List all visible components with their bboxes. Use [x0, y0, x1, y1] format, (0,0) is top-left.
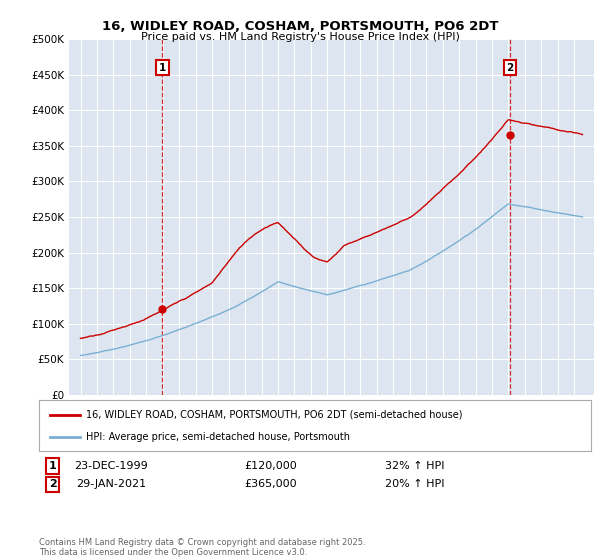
Text: £365,000: £365,000	[245, 479, 297, 489]
Text: 16, WIDLEY ROAD, COSHAM, PORTSMOUTH, PO6 2DT: 16, WIDLEY ROAD, COSHAM, PORTSMOUTH, PO6…	[102, 20, 498, 33]
Text: HPI: Average price, semi-detached house, Portsmouth: HPI: Average price, semi-detached house,…	[86, 432, 350, 442]
Text: 16, WIDLEY ROAD, COSHAM, PORTSMOUTH, PO6 2DT (semi-detached house): 16, WIDLEY ROAD, COSHAM, PORTSMOUTH, PO6…	[86, 409, 463, 419]
Text: 20% ↑ HPI: 20% ↑ HPI	[385, 479, 444, 489]
Text: 2: 2	[49, 479, 56, 489]
Text: 2: 2	[506, 63, 514, 73]
Text: Contains HM Land Registry data © Crown copyright and database right 2025.
This d: Contains HM Land Registry data © Crown c…	[39, 538, 365, 557]
Text: 29-JAN-2021: 29-JAN-2021	[76, 479, 146, 489]
Text: 1: 1	[158, 63, 166, 73]
Text: 23-DEC-1999: 23-DEC-1999	[74, 461, 148, 471]
Text: 1: 1	[49, 461, 56, 471]
Text: £120,000: £120,000	[244, 461, 297, 471]
Text: 32% ↑ HPI: 32% ↑ HPI	[385, 461, 444, 471]
Text: Price paid vs. HM Land Registry's House Price Index (HPI): Price paid vs. HM Land Registry's House …	[140, 32, 460, 43]
